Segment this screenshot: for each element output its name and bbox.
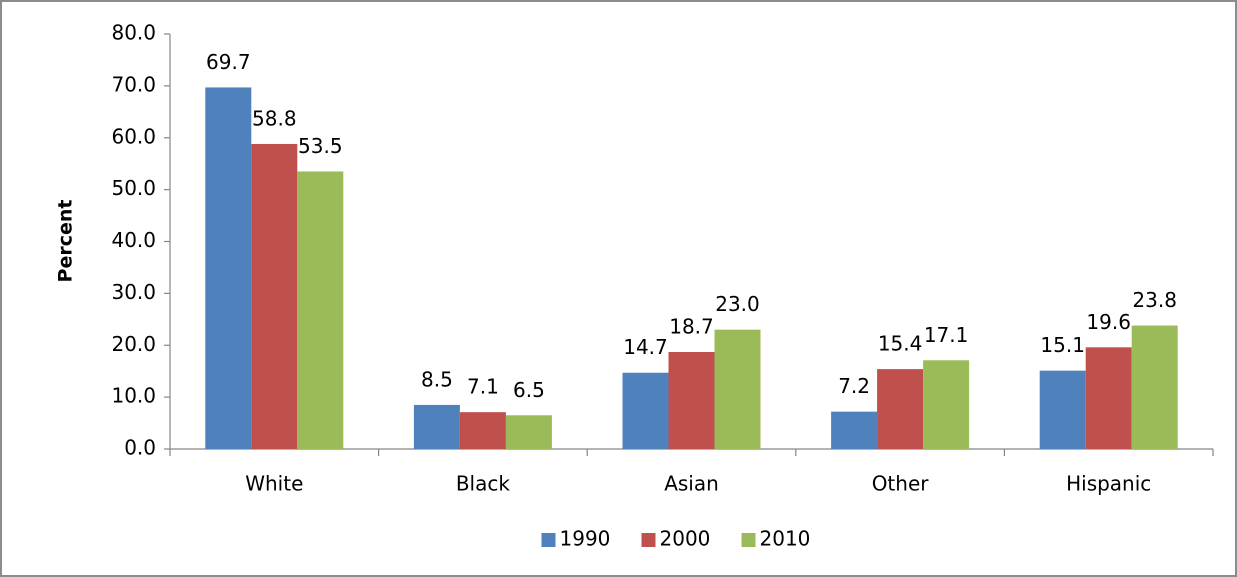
data-label: 17.1	[924, 323, 969, 347]
x-tick-label: White	[245, 472, 303, 496]
bar	[1085, 347, 1132, 449]
data-label: 6.5	[513, 378, 545, 402]
y-tick-label: 10.0	[111, 384, 156, 408]
legend-swatch	[641, 533, 656, 547]
data-label: 53.5	[298, 134, 343, 158]
bar	[831, 411, 878, 449]
bar	[1131, 325, 1178, 449]
y-tick-label: 40.0	[111, 228, 156, 252]
bar	[413, 404, 460, 449]
bar	[297, 171, 344, 449]
data-label: 19.6	[1086, 310, 1131, 334]
bar	[877, 369, 924, 449]
y-tick-label: 60.0	[111, 124, 156, 148]
y-tick-label: 80.0	[111, 21, 156, 45]
y-tick-label: 30.0	[111, 280, 156, 304]
data-label: 7.2	[838, 374, 870, 398]
data-label: 8.5	[421, 367, 453, 391]
data-label: 23.8	[1132, 288, 1177, 312]
bar	[1039, 370, 1086, 449]
y-tick-label: 70.0	[111, 72, 156, 96]
y-tick-label: 20.0	[111, 332, 156, 356]
bar	[668, 351, 715, 449]
legend-label: 2000	[660, 527, 711, 551]
data-label: 15.4	[878, 332, 923, 356]
x-tick-label: Hispanic	[1066, 472, 1151, 496]
y-tick-label: 50.0	[111, 176, 156, 200]
bar	[923, 360, 970, 449]
bar	[622, 372, 669, 449]
x-tick-label: Black	[456, 472, 511, 496]
y-axis-label: Percent	[55, 200, 77, 283]
data-label: 23.0	[715, 292, 760, 316]
bar	[251, 143, 298, 449]
data-label: 58.8	[252, 106, 297, 130]
bar	[714, 329, 761, 449]
data-label: 69.7	[206, 50, 251, 74]
legend-swatch	[741, 533, 756, 547]
bar	[459, 412, 506, 449]
data-label: 15.1	[1040, 333, 1085, 357]
x-tick-label: Other	[872, 472, 930, 496]
data-label: 7.1	[467, 375, 499, 399]
data-label: 14.7	[623, 335, 668, 359]
legend-label: 2010	[760, 527, 811, 551]
bar	[205, 87, 252, 450]
x-tick-label: Asian	[664, 472, 719, 496]
legend-swatch	[541, 533, 556, 547]
bar	[505, 415, 552, 449]
legend-label: 1990	[560, 527, 611, 551]
y-tick-label: 0.0	[124, 436, 156, 460]
data-label: 18.7	[669, 314, 714, 338]
